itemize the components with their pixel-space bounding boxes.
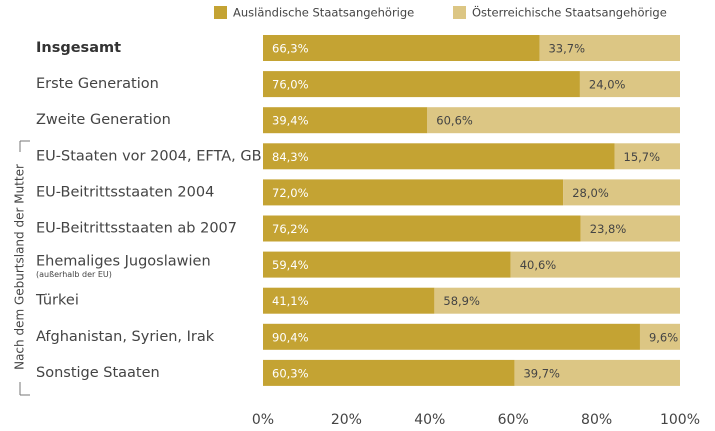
value-label: 40,6% [520, 258, 557, 272]
category-note: (außerhalb der EU) [36, 270, 112, 279]
value-label: 76,2% [272, 222, 309, 236]
value-label: 39,4% [272, 114, 309, 128]
value-label: 39,7% [523, 366, 560, 380]
x-tick-label: 0% [252, 412, 274, 428]
bar-segment [434, 287, 680, 314]
bar-segment [263, 35, 540, 61]
x-tick-label: 20% [331, 412, 362, 428]
value-label: 59,4% [272, 258, 309, 272]
category-label: Sonstige Staaten [36, 365, 160, 381]
legend-label: Österreichische Staatsangehörige [472, 4, 667, 20]
category-label: Ehemaliges Jugoslawien [36, 254, 211, 270]
bar-segment [263, 251, 511, 278]
value-label: 28,0% [572, 186, 609, 200]
bar-segment [639, 323, 680, 350]
category-label: Zweite Generation [36, 112, 171, 128]
category-label: EU-Staaten vor 2004, EFTA, GB [36, 148, 262, 164]
value-label: 76,0% [272, 78, 309, 92]
value-label: 33,7% [548, 42, 585, 56]
value-label: 24,0% [589, 78, 626, 92]
value-label: 9,6% [649, 330, 678, 344]
value-label: 72,0% [272, 186, 309, 200]
bar-segment [514, 359, 680, 386]
bar-segment [539, 35, 680, 61]
category-label: Insgesamt [36, 40, 121, 56]
bar-segment [263, 323, 640, 350]
bar-segment [263, 71, 580, 98]
category-label: EU-Beitrittsstaaten 2004 [36, 184, 214, 200]
bar-segment [263, 215, 581, 242]
value-label: 60,6% [436, 114, 473, 128]
bar-segment [579, 71, 680, 98]
category-label: Erste Generation [36, 76, 159, 92]
x-tick-label: 60% [498, 412, 529, 428]
x-tick-label: 80% [581, 412, 612, 428]
value-label: 84,3% [272, 150, 309, 164]
value-label: 90,4% [272, 330, 309, 344]
bar-segment [427, 107, 680, 134]
bar-segment [563, 179, 680, 206]
value-label: 60,3% [272, 366, 309, 380]
value-label: 15,7% [624, 150, 661, 164]
value-label: 66,3% [272, 42, 309, 56]
legend-swatch [453, 6, 466, 19]
legend-label: Ausländische Staatsangehörige [233, 6, 414, 20]
bar-segment [510, 251, 680, 278]
bracket [19, 140, 30, 396]
y-axis-label: Nach dem Geburtsland der Mutter [13, 164, 27, 370]
category-label: EU-Beitrittsstaaten ab 2007 [36, 221, 237, 237]
value-label: 41,1% [272, 294, 309, 308]
bar-segment [263, 143, 615, 170]
category-label: Afghanistan, Syrien, Irak [36, 329, 215, 345]
bar-segment [263, 107, 428, 134]
x-tick-label: 40% [414, 412, 445, 428]
legend-swatch [214, 6, 227, 19]
bar-segment [263, 359, 515, 386]
bar-segment [580, 215, 680, 242]
value-label: 58,9% [443, 294, 480, 308]
value-label: 23,8% [590, 222, 627, 236]
bar-segment [263, 179, 564, 206]
x-tick-label: 100% [660, 412, 700, 428]
bar-segment [614, 143, 680, 170]
bar-segment [263, 287, 435, 314]
category-label: Türkei [35, 293, 79, 309]
